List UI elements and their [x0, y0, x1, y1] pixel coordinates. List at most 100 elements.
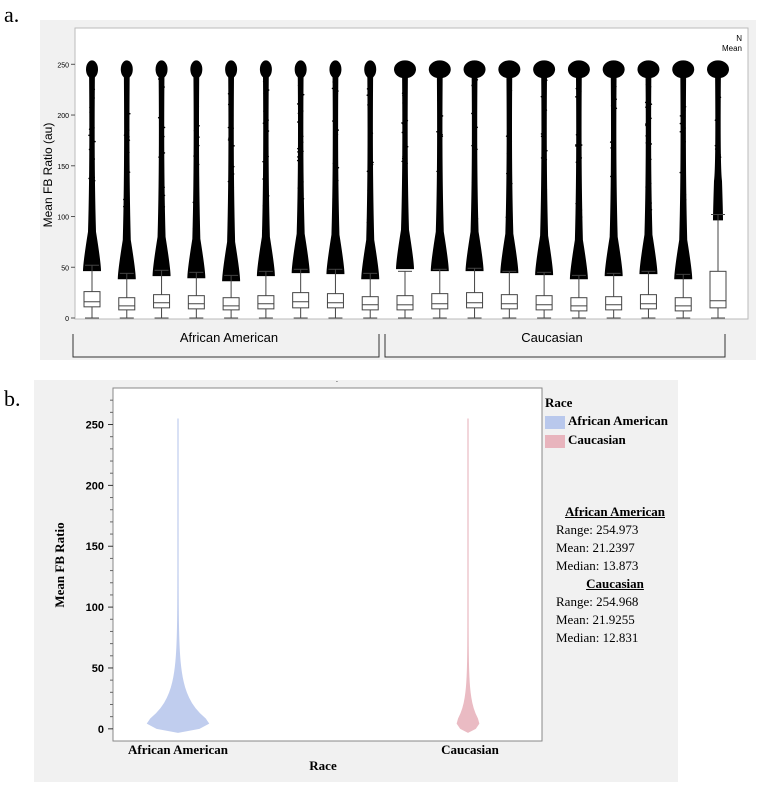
strip-top-13	[533, 60, 556, 79]
strip-point-1-10	[127, 155, 129, 157]
strip-point-15-3	[615, 107, 618, 110]
y-axis-label-a: Mean FB Ratio (au)	[41, 123, 55, 228]
strip-point-1-37	[128, 238, 130, 241]
strip-point-2-18	[159, 174, 162, 177]
strip-point-6-8	[296, 159, 299, 162]
strip-body-1	[117, 64, 136, 280]
x-tick-label-african-american: African American	[128, 742, 229, 757]
strip-point-2-32	[163, 126, 166, 129]
strip-point-17-34	[682, 246, 684, 249]
strip-point-9-35	[404, 100, 406, 103]
strip-point-12-23	[509, 105, 511, 108]
strip-point-15-2	[613, 126, 616, 128]
strip-point-13-22	[543, 96, 545, 98]
strip-point-14-29	[577, 169, 580, 171]
strip-point-2-3	[159, 129, 162, 132]
stats-aa-range: Range: 254.973	[556, 522, 639, 537]
strip-point-11-6	[471, 253, 473, 256]
strip-point-18-17	[718, 167, 720, 170]
strip-point-9-33	[404, 238, 407, 241]
strip-point-3-11	[193, 234, 195, 236]
strip-point-7-6	[333, 208, 335, 211]
strip-body-16	[639, 64, 658, 275]
strip-point-16-19	[647, 229, 650, 232]
strip-point-18-21	[719, 156, 722, 159]
box-3	[187, 295, 205, 310]
box-10	[431, 293, 449, 310]
strip-point-0-1	[94, 140, 96, 143]
strip-point-4-4	[229, 113, 232, 115]
strip-point-2-12	[160, 207, 163, 210]
strip-point-12-15	[508, 149, 511, 151]
strip-point-7-29	[332, 162, 335, 165]
strip-point-12-2	[511, 182, 513, 185]
strip-top-15	[602, 60, 625, 79]
strip-point-0-8	[92, 218, 95, 220]
strip-point-17-13	[679, 130, 682, 133]
strip-point-2-30	[163, 229, 165, 231]
strip-top-2	[155, 60, 168, 79]
strip-point-5-34	[267, 130, 270, 132]
strip-point-0-31	[88, 134, 90, 137]
y-tick-label-a-2: 100	[57, 215, 69, 222]
strip-point-18-9	[718, 132, 720, 135]
y-tick-label-b-3: 150	[86, 541, 104, 553]
strip-18	[707, 60, 729, 319]
strip-point-10-23	[441, 115, 444, 117]
strip-point-8-21	[369, 142, 371, 145]
outlier-point-19	[715, 92, 718, 95]
strip-point-6-7	[301, 152, 304, 155]
strip-point-0-5	[90, 121, 92, 123]
legend-title-race: Race	[545, 395, 573, 410]
strip-point-1-5	[127, 110, 129, 113]
strip-point-12-12	[508, 134, 511, 137]
strip-point-9-17	[401, 92, 404, 94]
strip-point-0-16	[90, 227, 92, 229]
box-15	[605, 296, 623, 311]
strip-point-12-27	[507, 238, 510, 240]
strip-point-7-36	[335, 208, 337, 211]
strip-point-11-38	[473, 143, 476, 145]
strip-point-10-26	[440, 174, 443, 176]
strip-point-17-30	[683, 84, 686, 86]
strip-point-9-12	[406, 243, 409, 246]
strip-point-10-17	[437, 99, 439, 102]
strip-point-14-34	[576, 111, 579, 114]
strip-point-2-22	[159, 150, 162, 153]
strip-point-1-38	[123, 198, 125, 201]
strip-point-7-1	[333, 92, 336, 95]
strip-point-10-38	[439, 235, 441, 237]
strip-point-10-27	[436, 130, 438, 133]
y-tick-label-a-1: 50	[61, 265, 69, 272]
strip-point-10-13	[440, 203, 443, 205]
strip-point-7-31	[334, 173, 337, 175]
strip-point-15-34	[613, 180, 615, 182]
strip-15	[602, 60, 625, 319]
strip-point-17-26	[679, 122, 682, 125]
strip-point-2-10	[162, 213, 164, 216]
strip-top-5	[259, 60, 272, 79]
strip-point-3-4	[197, 220, 200, 223]
strip-point-11-32	[472, 149, 475, 152]
strip-point-14-26	[578, 161, 581, 164]
stats-aa-mean: Mean: 21.2397	[556, 540, 635, 555]
strip-point-10-32	[440, 249, 443, 251]
strip-point-11-26	[475, 248, 477, 250]
strip-point-7-30	[335, 77, 338, 79]
strip-point-14-24	[576, 120, 579, 123]
strip-point-6-11	[298, 192, 301, 194]
outlier-point-27	[716, 196, 718, 198]
strip-point-10-31	[436, 201, 439, 204]
strip-point-13-5	[543, 259, 546, 262]
strip-point-17-33	[681, 261, 683, 263]
strip-point-9-1	[402, 155, 404, 158]
strip-point-4-21	[227, 139, 230, 141]
panel-b-plot-area	[112, 387, 543, 742]
strip-point-15-16	[610, 115, 613, 117]
strip-point-0-13	[93, 88, 96, 91]
strip-point-14-31	[578, 237, 581, 239]
strip-point-9-13	[403, 252, 405, 254]
strip-point-0-36	[92, 144, 94, 146]
outlier-point-45	[715, 178, 718, 181]
strip-point-9-30	[402, 168, 405, 171]
